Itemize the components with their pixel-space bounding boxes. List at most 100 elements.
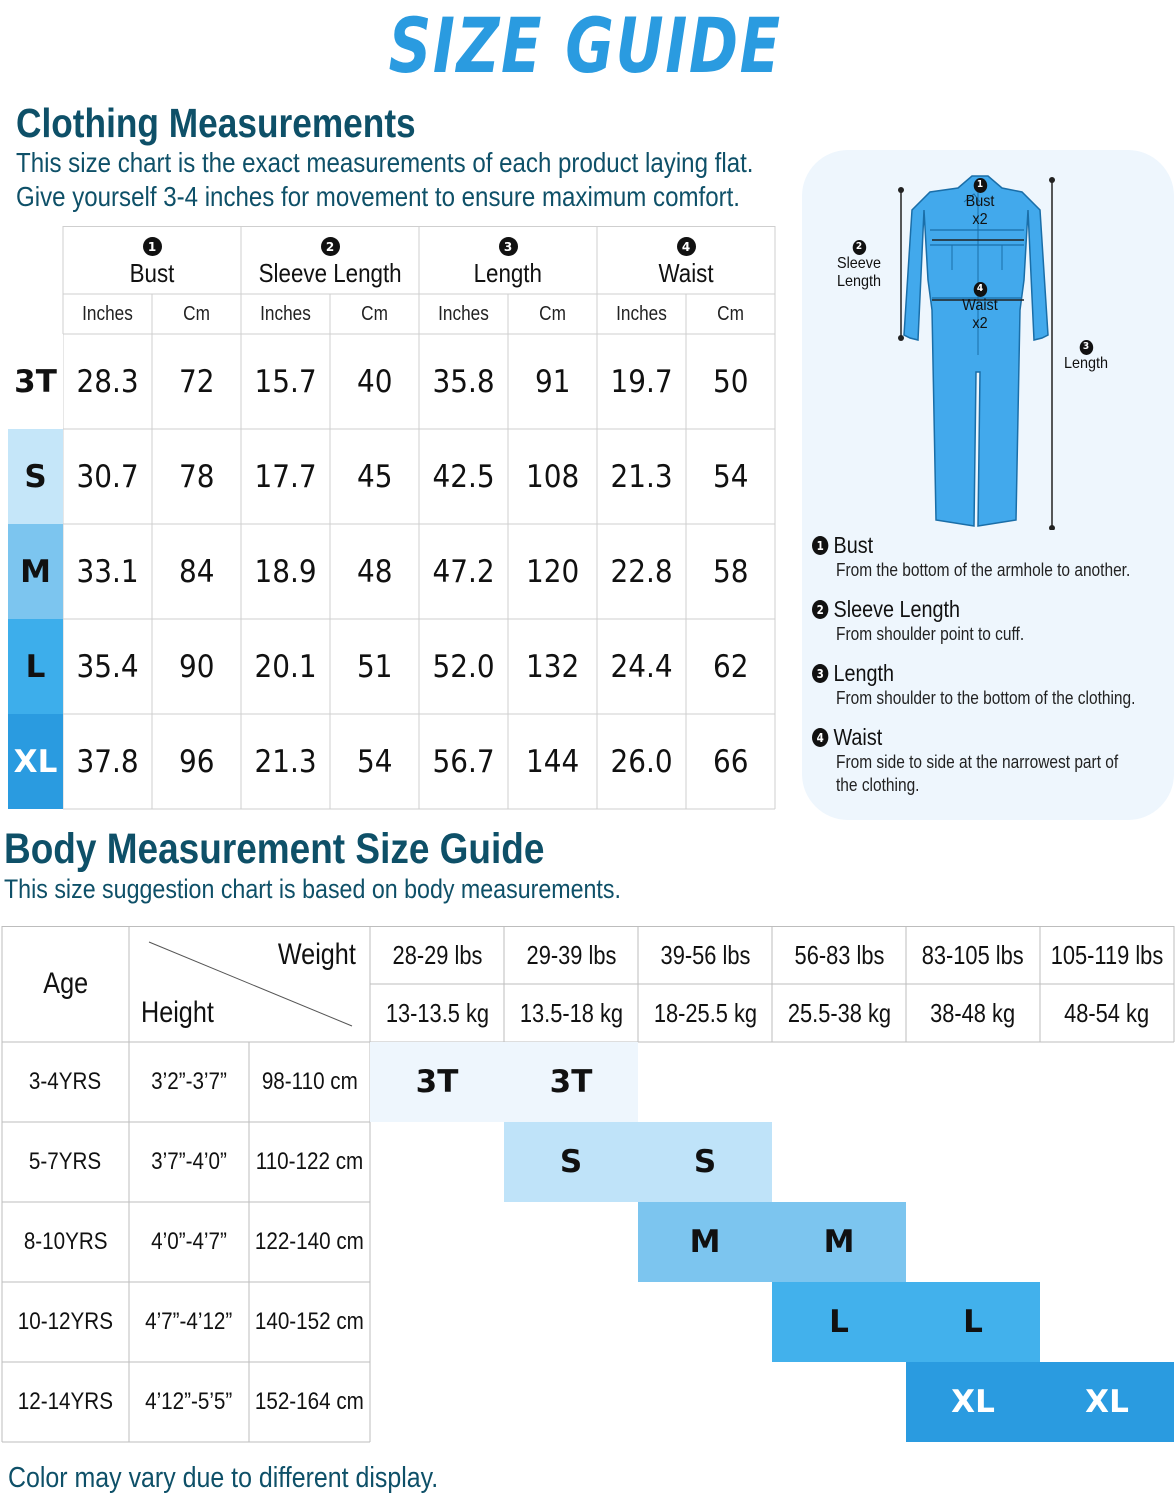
cell-value: 22.8 bbox=[610, 553, 673, 590]
size-mark: S bbox=[504, 1122, 638, 1202]
size-text: XL bbox=[1085, 1384, 1129, 1420]
size-text: 3T bbox=[14, 363, 57, 400]
definition-term: 2 Sleeve Length bbox=[812, 596, 1021, 623]
age-label: Age bbox=[43, 967, 88, 1000]
size-label-s: S bbox=[8, 429, 63, 524]
weight-kg-header: 13.5-18 kg bbox=[504, 984, 638, 1042]
term-text: Bust bbox=[833, 532, 874, 558]
table-cell: 56.7 bbox=[419, 714, 508, 809]
table-cell: 40 bbox=[330, 334, 419, 429]
table-cell: 54 bbox=[686, 429, 775, 524]
height-cm-value: 110-122 cm bbox=[255, 1148, 364, 1175]
unit-header: Cm bbox=[152, 294, 241, 334]
table-cell: 66 bbox=[686, 714, 775, 809]
height-in-value: 3’2”-3’7” bbox=[151, 1068, 227, 1095]
size-text: S bbox=[24, 458, 47, 495]
age-value: 10-12YRS bbox=[17, 1308, 114, 1335]
cell-value: 96 bbox=[178, 743, 215, 780]
size-mark: L bbox=[772, 1282, 906, 1362]
cell-value: 52.0 bbox=[432, 648, 495, 685]
height-in-value: 3’7”-4’0” bbox=[151, 1148, 227, 1175]
number-badge: 1 bbox=[142, 237, 162, 256]
table-cell: 22.8 bbox=[597, 524, 686, 619]
cell-value: 21.3 bbox=[610, 458, 673, 495]
size-band-xl: XL XL bbox=[906, 1362, 1174, 1442]
size-label-3t: 3T bbox=[8, 334, 63, 429]
age-cell: 3-4YRS bbox=[2, 1042, 129, 1122]
definition-length: 3 Length From shoulder to the bottom of th… bbox=[812, 660, 1176, 710]
cell-value: 50 bbox=[712, 363, 749, 400]
size-text: 3T bbox=[415, 1064, 459, 1100]
weight-lbs-header: 83-105 lbs bbox=[906, 926, 1040, 984]
cell-value: 144 bbox=[525, 743, 580, 780]
height-cm-cell: 110-122 cm bbox=[249, 1122, 370, 1202]
table-cell: 20.1 bbox=[241, 619, 330, 714]
weight-lbs: 56-83 lbs bbox=[794, 939, 884, 970]
height-in-cell: 3’7”-4’0” bbox=[129, 1122, 249, 1202]
weight-kg-header: 18-25.5 kg bbox=[638, 984, 772, 1042]
cell-value: 91 bbox=[534, 363, 571, 400]
table-cell: 84 bbox=[152, 524, 241, 619]
table-cell: 91 bbox=[508, 334, 597, 429]
table-cell: 108 bbox=[508, 429, 597, 524]
age-cell: 10-12YRS bbox=[2, 1282, 129, 1362]
table-cell: 33.1 bbox=[63, 524, 152, 619]
cell-value: 62 bbox=[712, 648, 749, 685]
size-text: M bbox=[823, 1224, 855, 1260]
weight-kg-header: 48-54 kg bbox=[1040, 984, 1174, 1042]
table-cell: 144 bbox=[508, 714, 597, 809]
table-cell: 50 bbox=[686, 334, 775, 429]
cell-value: 35.8 bbox=[432, 363, 495, 400]
definition-sleeve-length: 2 Sleeve Length From shoulder point to cuf… bbox=[812, 596, 1055, 646]
size-text: M bbox=[689, 1224, 721, 1260]
size-text: S bbox=[559, 1144, 583, 1180]
age-cell: 8-10YRS bbox=[2, 1202, 129, 1282]
column-name: Sleeve Length bbox=[258, 258, 402, 288]
table-cell: 37.8 bbox=[63, 714, 152, 809]
size-text: M bbox=[20, 553, 51, 590]
unit-label: Inches bbox=[260, 302, 311, 325]
age-cell: 12-14YRS bbox=[2, 1362, 129, 1442]
weight-kg-header: 38-48 kg bbox=[906, 984, 1040, 1042]
bust-marker: 1 Bust x2 bbox=[965, 177, 995, 228]
unit-header: Cm bbox=[686, 294, 775, 334]
column-header-waist: 4 Waist bbox=[597, 226, 775, 294]
unit-header: Inches bbox=[63, 294, 152, 334]
age-header: Age bbox=[2, 926, 129, 1042]
column-header-sleeve-length: 2 Sleeve Length bbox=[241, 226, 419, 294]
table-cell: 35.4 bbox=[63, 619, 152, 714]
definition-desc: From side to side at the narrowest part … bbox=[836, 752, 1119, 772]
size-mark: XL bbox=[1040, 1362, 1174, 1442]
size-text: XL bbox=[951, 1384, 995, 1420]
height-in-value: 4’7”-4’12” bbox=[145, 1308, 233, 1335]
definition-waist: 4 Waist From side to side at the narrowest… bbox=[812, 724, 1164, 797]
cell-value: 84 bbox=[178, 553, 215, 590]
clothing-desc-line2: Give yourself 3-4 inches for movement to… bbox=[16, 181, 740, 212]
height-in-cell: 4’12”-5’5” bbox=[129, 1362, 249, 1442]
unit-header: Cm bbox=[330, 294, 419, 334]
cell-value: 51 bbox=[356, 648, 393, 685]
weight-kg: 18-25.5 kg bbox=[653, 997, 757, 1028]
number-badge: 4 bbox=[676, 237, 696, 256]
unit-header: Cm bbox=[508, 294, 597, 334]
cell-value: 15.7 bbox=[254, 363, 317, 400]
table-cell: 45 bbox=[330, 429, 419, 524]
height-in-cell: 4’0”-4’7” bbox=[129, 1202, 249, 1282]
cell-value: 40 bbox=[356, 363, 393, 400]
table-cell: 47.2 bbox=[419, 524, 508, 619]
age-cell: 5-7YRS bbox=[2, 1122, 129, 1202]
table-cell: 19.7 bbox=[597, 334, 686, 429]
unit-header: Inches bbox=[241, 294, 330, 334]
size-text: 3T bbox=[549, 1064, 593, 1100]
weight-lbs-header: 29-39 lbs bbox=[504, 926, 638, 984]
waist-marker: 4 Waist x2 bbox=[962, 281, 998, 332]
size-mark: 3T bbox=[370, 1042, 504, 1122]
cell-value: 48 bbox=[356, 553, 393, 590]
cell-value: 28.3 bbox=[76, 363, 139, 400]
cell-value: 47.2 bbox=[432, 553, 495, 590]
unit-label: Cm bbox=[183, 302, 210, 325]
unit-label: Inches bbox=[616, 302, 667, 325]
definition-desc: From the bottom of the armhole to anothe… bbox=[836, 560, 1131, 580]
definition-desc: From shoulder to the bottom of the cloth… bbox=[836, 688, 1136, 708]
